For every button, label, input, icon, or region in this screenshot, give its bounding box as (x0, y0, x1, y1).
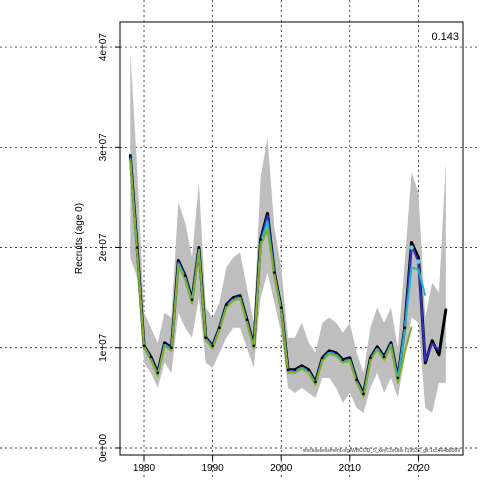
plot-frame (119, 21, 464, 456)
data-point (231, 296, 235, 299)
cyan-point (409, 245, 414, 250)
correlation-value: 0.143 (431, 31, 459, 43)
data-point (389, 341, 393, 345)
data-point (327, 349, 331, 353)
data-point (259, 238, 262, 241)
data-point (279, 306, 283, 309)
confidence-band-layer (130, 52, 446, 413)
y-tick-label: 3e+07 (98, 133, 109, 162)
data-point (375, 345, 379, 349)
data-point (396, 376, 400, 380)
data-point (403, 326, 406, 330)
data-point (218, 326, 221, 330)
data-point (128, 154, 132, 157)
data-point (334, 351, 338, 355)
cyan-point (416, 259, 421, 264)
x-tick-label: 2020 (407, 463, 430, 474)
confidence-band (130, 52, 446, 413)
data-point (410, 241, 413, 244)
data-point (273, 271, 276, 274)
data-point (204, 336, 208, 340)
data-point (423, 361, 427, 365)
data-point (348, 356, 352, 360)
y-tick-label: 2e+07 (98, 233, 109, 262)
footer-note: stockassessment.org/WBCOD_5_keyCorObs.r1… (303, 448, 461, 454)
data-point (341, 358, 345, 362)
data-point (149, 355, 153, 359)
data-point (355, 378, 358, 382)
data-point (197, 246, 201, 249)
data-point (369, 356, 372, 360)
x-tick-label: 1980 (133, 463, 156, 474)
data-point (170, 346, 173, 350)
y-tick-label: 0e+00 (98, 434, 109, 463)
data-point (177, 259, 180, 262)
data-point (444, 308, 448, 311)
data-point (307, 368, 310, 372)
y-axis-title: Recruits (age 0) (74, 203, 85, 274)
data-point (300, 364, 304, 368)
data-point (314, 380, 317, 384)
y-tick-label: 4e+07 (98, 33, 109, 62)
data-point (135, 246, 139, 249)
data-point (430, 339, 434, 343)
data-point (183, 274, 187, 277)
data-point (156, 371, 160, 375)
data-point (238, 294, 242, 297)
data-point (142, 344, 146, 348)
data-point (362, 392, 365, 396)
y-tick-label: 1e+07 (98, 333, 109, 362)
data-point (245, 318, 249, 321)
data-point (252, 344, 256, 348)
data-point (286, 368, 290, 372)
points-layer (128, 154, 448, 396)
data-point (293, 368, 297, 372)
x-tick-label: 1990 (201, 463, 224, 474)
data-point (321, 356, 324, 360)
x-tick-label: 2000 (270, 463, 293, 474)
data-point (417, 256, 420, 259)
series-line-3 (129, 160, 413, 398)
data-point (211, 344, 214, 348)
data-point (266, 212, 269, 215)
data-point (225, 303, 228, 306)
x-axis: 1980 1990 2000 2010 2020 (133, 455, 430, 474)
data-point (437, 353, 441, 357)
x-tick-label: 2010 (339, 463, 362, 474)
data-point (163, 341, 166, 345)
y-axis: 0e+00 1e+07 2e+07 3e+07 4e+07 (98, 33, 120, 462)
data-point (382, 355, 386, 359)
data-point (190, 298, 194, 301)
